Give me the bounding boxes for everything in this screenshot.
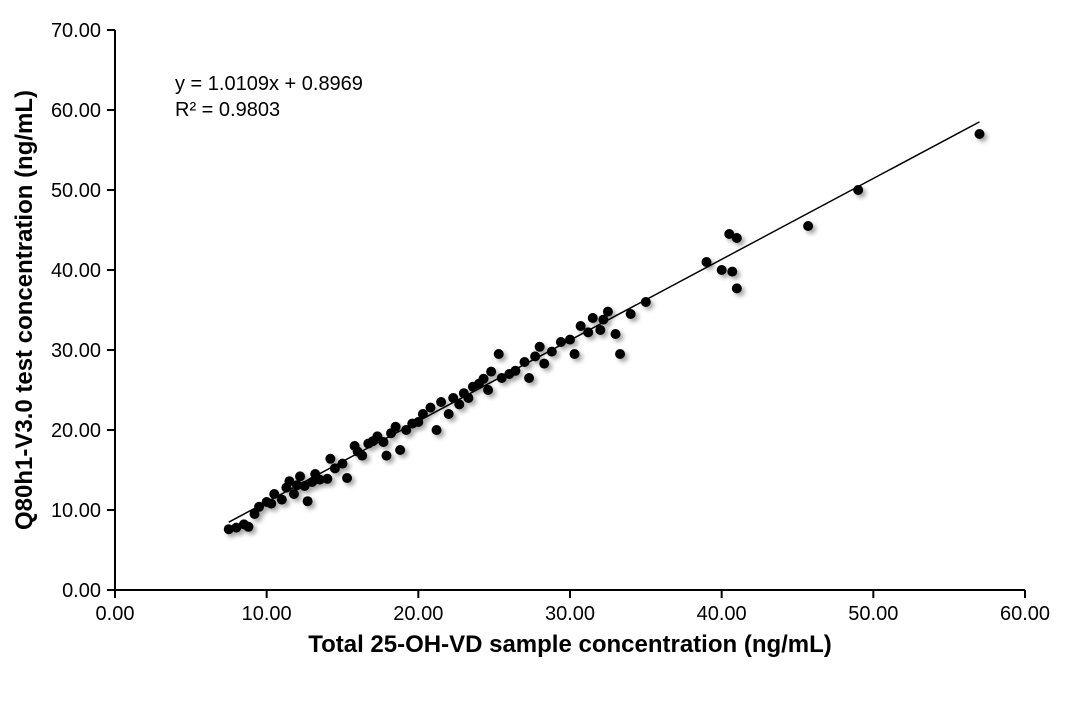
data-point [583, 327, 593, 337]
data-point [277, 495, 287, 505]
data-point [524, 373, 534, 383]
data-point [588, 313, 598, 323]
y-tick-label: 20.00 [51, 420, 101, 442]
data-point [436, 397, 446, 407]
data-point [570, 349, 580, 359]
y-tick-label: 40.00 [51, 260, 101, 282]
regression-equation: y = 1.0109x + 0.8969 [175, 73, 363, 95]
data-point [454, 399, 464, 409]
x-tick-label: 20.00 [393, 603, 443, 625]
data-point [615, 349, 625, 359]
data-point [295, 471, 305, 481]
data-point [444, 409, 454, 419]
data-point [395, 445, 405, 455]
data-point [510, 366, 520, 376]
data-point [391, 422, 401, 432]
y-tick-label: 10.00 [51, 500, 101, 522]
data-point [243, 522, 253, 532]
data-point [432, 425, 442, 435]
data-point [576, 321, 586, 331]
data-point [556, 337, 566, 347]
data-point [325, 454, 335, 464]
y-tick-label: 60.00 [51, 100, 101, 122]
data-point [641, 297, 651, 307]
data-point [611, 329, 621, 339]
data-point [322, 474, 332, 484]
data-point [603, 307, 613, 317]
data-point [565, 335, 575, 345]
data-point [266, 499, 276, 509]
x-tick-label: 30.00 [545, 603, 595, 625]
data-point [626, 309, 636, 319]
data-point [463, 393, 473, 403]
data-point [732, 283, 742, 293]
data-point [357, 451, 367, 461]
data-point [418, 409, 428, 419]
data-point [853, 185, 863, 195]
data-point [717, 265, 727, 275]
data-point [342, 473, 352, 483]
data-point [732, 233, 742, 243]
x-tick-label: 40.00 [697, 603, 747, 625]
x-tick-label: 10.00 [242, 603, 292, 625]
x-axis-label: Total 25-OH-VD sample concentration (ng/… [308, 631, 832, 658]
y-tick-label: 30.00 [51, 340, 101, 362]
x-tick-label: 60.00 [1000, 603, 1050, 625]
data-point [975, 129, 985, 139]
data-point [425, 403, 435, 413]
y-axis-label: Q80h1-V3.0 test concentration (ng/mL) [11, 90, 38, 530]
data-point [702, 257, 712, 267]
data-point [539, 359, 549, 369]
data-point [378, 437, 388, 447]
data-point [520, 357, 530, 367]
data-point [803, 221, 813, 231]
data-point [547, 347, 557, 357]
y-tick-label: 50.00 [51, 180, 101, 202]
data-point [289, 489, 299, 499]
data-point [530, 351, 540, 361]
data-point [494, 349, 504, 359]
data-point [338, 459, 348, 469]
data-point [479, 374, 489, 384]
data-point [727, 267, 737, 277]
data-point [486, 367, 496, 377]
data-point [483, 385, 493, 395]
y-tick-label: 0.00 [62, 580, 101, 602]
scatter-chart: 0.00 10.00 20.00 30.00 40.00 50.00 60.00 0.00 10… [0, 0, 1080, 704]
x-tick-label: 0.00 [96, 603, 135, 625]
data-point [303, 496, 313, 506]
data-point [381, 451, 391, 461]
data-point [535, 342, 545, 352]
r-squared: R² = 0.9803 [175, 99, 280, 121]
y-tick-label: 70.00 [51, 20, 101, 42]
data-point [595, 325, 605, 335]
x-tick-label: 50.00 [848, 603, 898, 625]
chart-background [0, 0, 1080, 704]
